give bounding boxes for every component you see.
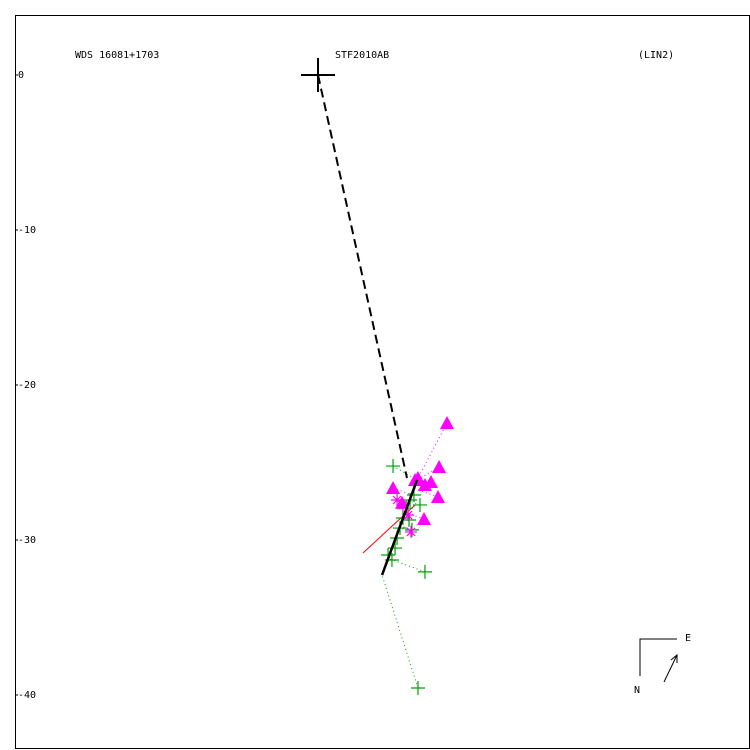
data-point (386, 481, 401, 495)
y-tick-label: 0 (18, 70, 24, 81)
triangle-marker (417, 512, 432, 526)
residual-line (381, 574, 419, 689)
pair-label: STF2010AB (335, 50, 389, 61)
residual-line (388, 557, 426, 573)
data-point (430, 490, 445, 504)
data-point (402, 509, 415, 522)
data-point (408, 472, 423, 486)
y-tick-label: -30 (18, 535, 36, 546)
compass-east: E (685, 633, 691, 644)
plus-marker (386, 459, 401, 474)
compass-arrowhead (670, 653, 678, 663)
data-point (413, 497, 428, 512)
data-point (417, 564, 432, 579)
compass-north: N (634, 685, 640, 696)
compass-arrow (663, 654, 678, 683)
plus-marker (410, 681, 425, 696)
reference-label: (LIN2) (638, 50, 674, 61)
y-tick-label: -40 (18, 690, 36, 701)
triangle-marker (432, 459, 447, 473)
asterisk-marker (391, 493, 404, 506)
data-point (417, 512, 432, 526)
data-point (405, 525, 418, 538)
triangle-marker (439, 415, 454, 429)
compass: E N (634, 633, 691, 696)
asterisk-marker (396, 498, 409, 511)
data-point (417, 477, 432, 491)
triangle-marker (395, 495, 410, 509)
fit-line (380, 479, 419, 576)
triangle-marker (408, 472, 423, 486)
triangle-marker (430, 490, 445, 504)
residual-line (413, 487, 439, 498)
primary-star (301, 57, 336, 92)
separation-line (317, 74, 408, 479)
data-point (439, 415, 454, 429)
residual-line (392, 465, 418, 481)
y-tick-label: -10 (18, 225, 36, 236)
residual-line (392, 487, 412, 496)
data-point (391, 493, 404, 506)
data-point (388, 541, 403, 556)
asterisk-marker (402, 509, 415, 522)
plot-frame (15, 15, 750, 749)
data-point (404, 522, 419, 537)
wds-label: WDS 16081+1703 (75, 50, 159, 61)
triangle-marker (417, 477, 432, 491)
triangle-marker (386, 481, 401, 495)
residual-line (416, 422, 448, 481)
plus-marker (417, 564, 432, 579)
plus-marker (388, 541, 403, 556)
compass-axes (639, 638, 677, 676)
asterisk-marker (405, 525, 418, 538)
plus-marker (404, 522, 419, 537)
y-tick-label: -20 (18, 380, 36, 391)
data-point (410, 681, 425, 696)
plus-marker (413, 497, 428, 512)
data-point (432, 459, 447, 473)
data-point (386, 459, 401, 474)
data-point (395, 495, 410, 509)
data-point (396, 498, 409, 511)
